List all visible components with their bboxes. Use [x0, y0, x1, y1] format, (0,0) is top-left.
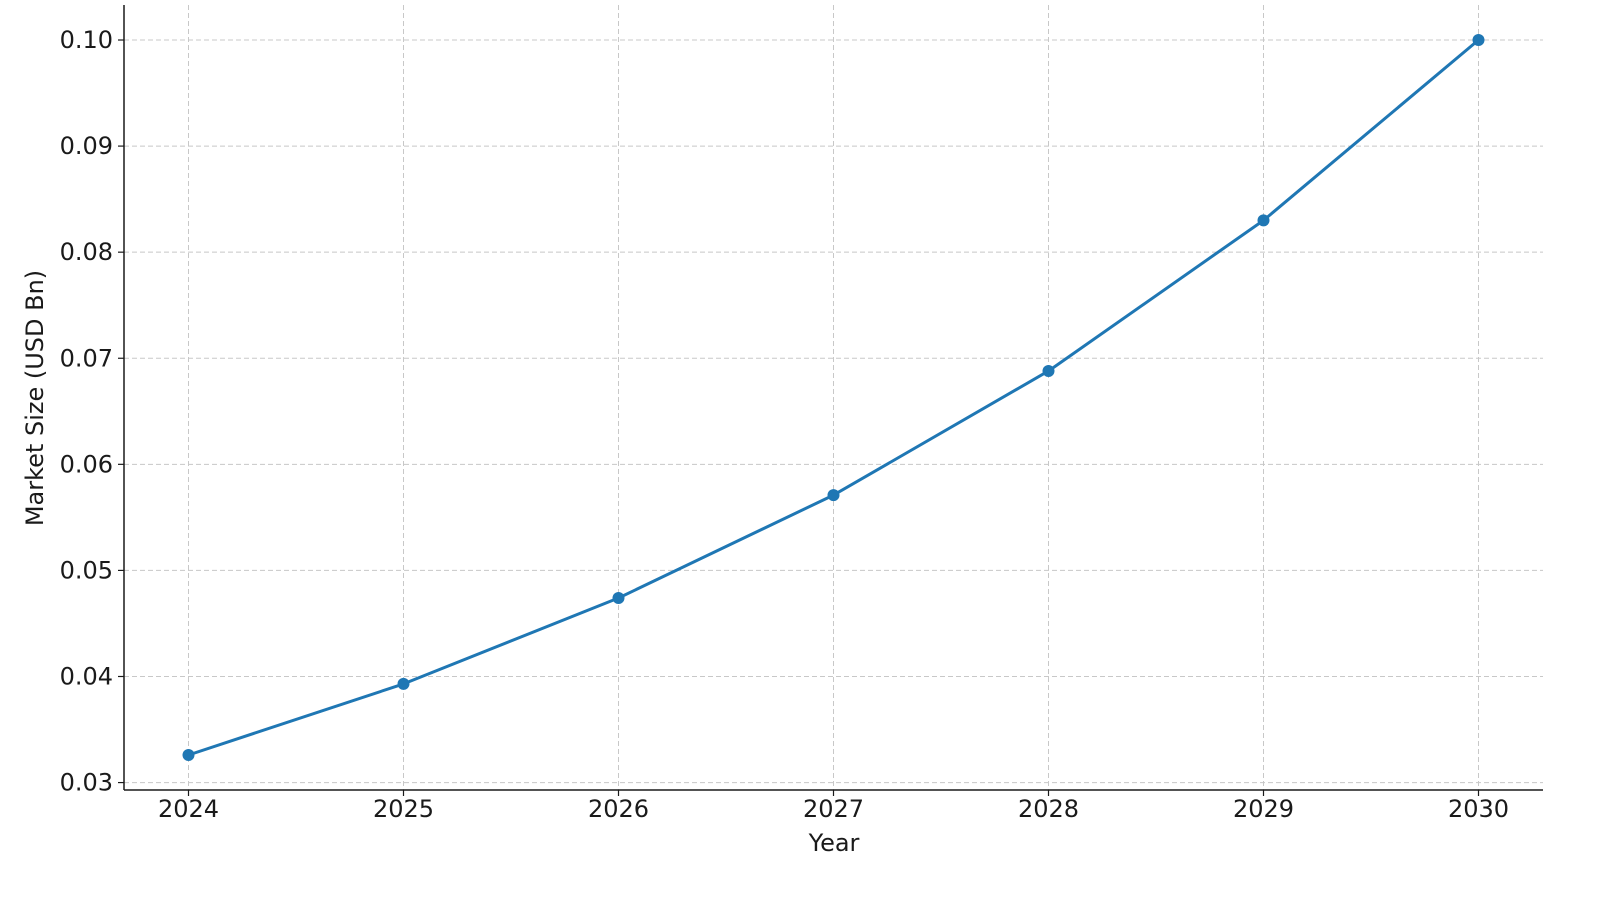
x-tick-label: 2025	[373, 795, 434, 823]
data-point	[1042, 364, 1055, 377]
x-tick-label: 2030	[1448, 795, 1509, 823]
y-tick-label: 0.06	[60, 450, 113, 478]
y-tick-label: 0.09	[60, 132, 113, 160]
x-tick-label: 2027	[803, 795, 864, 823]
grid	[124, 5, 1543, 790]
data-point	[1472, 34, 1485, 47]
y-tick-label: 0.07	[60, 344, 113, 372]
data-point	[827, 489, 840, 502]
y-tick-label: 0.04	[60, 662, 113, 690]
y-tick-label: 0.10	[60, 26, 113, 54]
x-axis-label: Year	[808, 829, 860, 857]
x-tick-label: 2026	[588, 795, 649, 823]
x-tick-label: 2029	[1233, 795, 1294, 823]
y-tick-label: 0.08	[60, 238, 113, 266]
data-point	[1257, 214, 1270, 227]
data-point	[612, 591, 625, 604]
series	[182, 34, 1485, 761]
y-tick-label: 0.05	[60, 556, 113, 584]
x-tick-label: 2028	[1018, 795, 1079, 823]
ticks: 2024 2025 2026 2027 2028 2029 2030 0.03 0.04 0.05…	[60, 26, 1509, 823]
data-point	[397, 677, 410, 690]
y-tick-label: 0.03	[60, 769, 113, 797]
y-axis-label: Market Size (USD Bn)	[21, 270, 49, 526]
x-tick-label: 2024	[158, 795, 219, 823]
data-point	[182, 748, 195, 761]
